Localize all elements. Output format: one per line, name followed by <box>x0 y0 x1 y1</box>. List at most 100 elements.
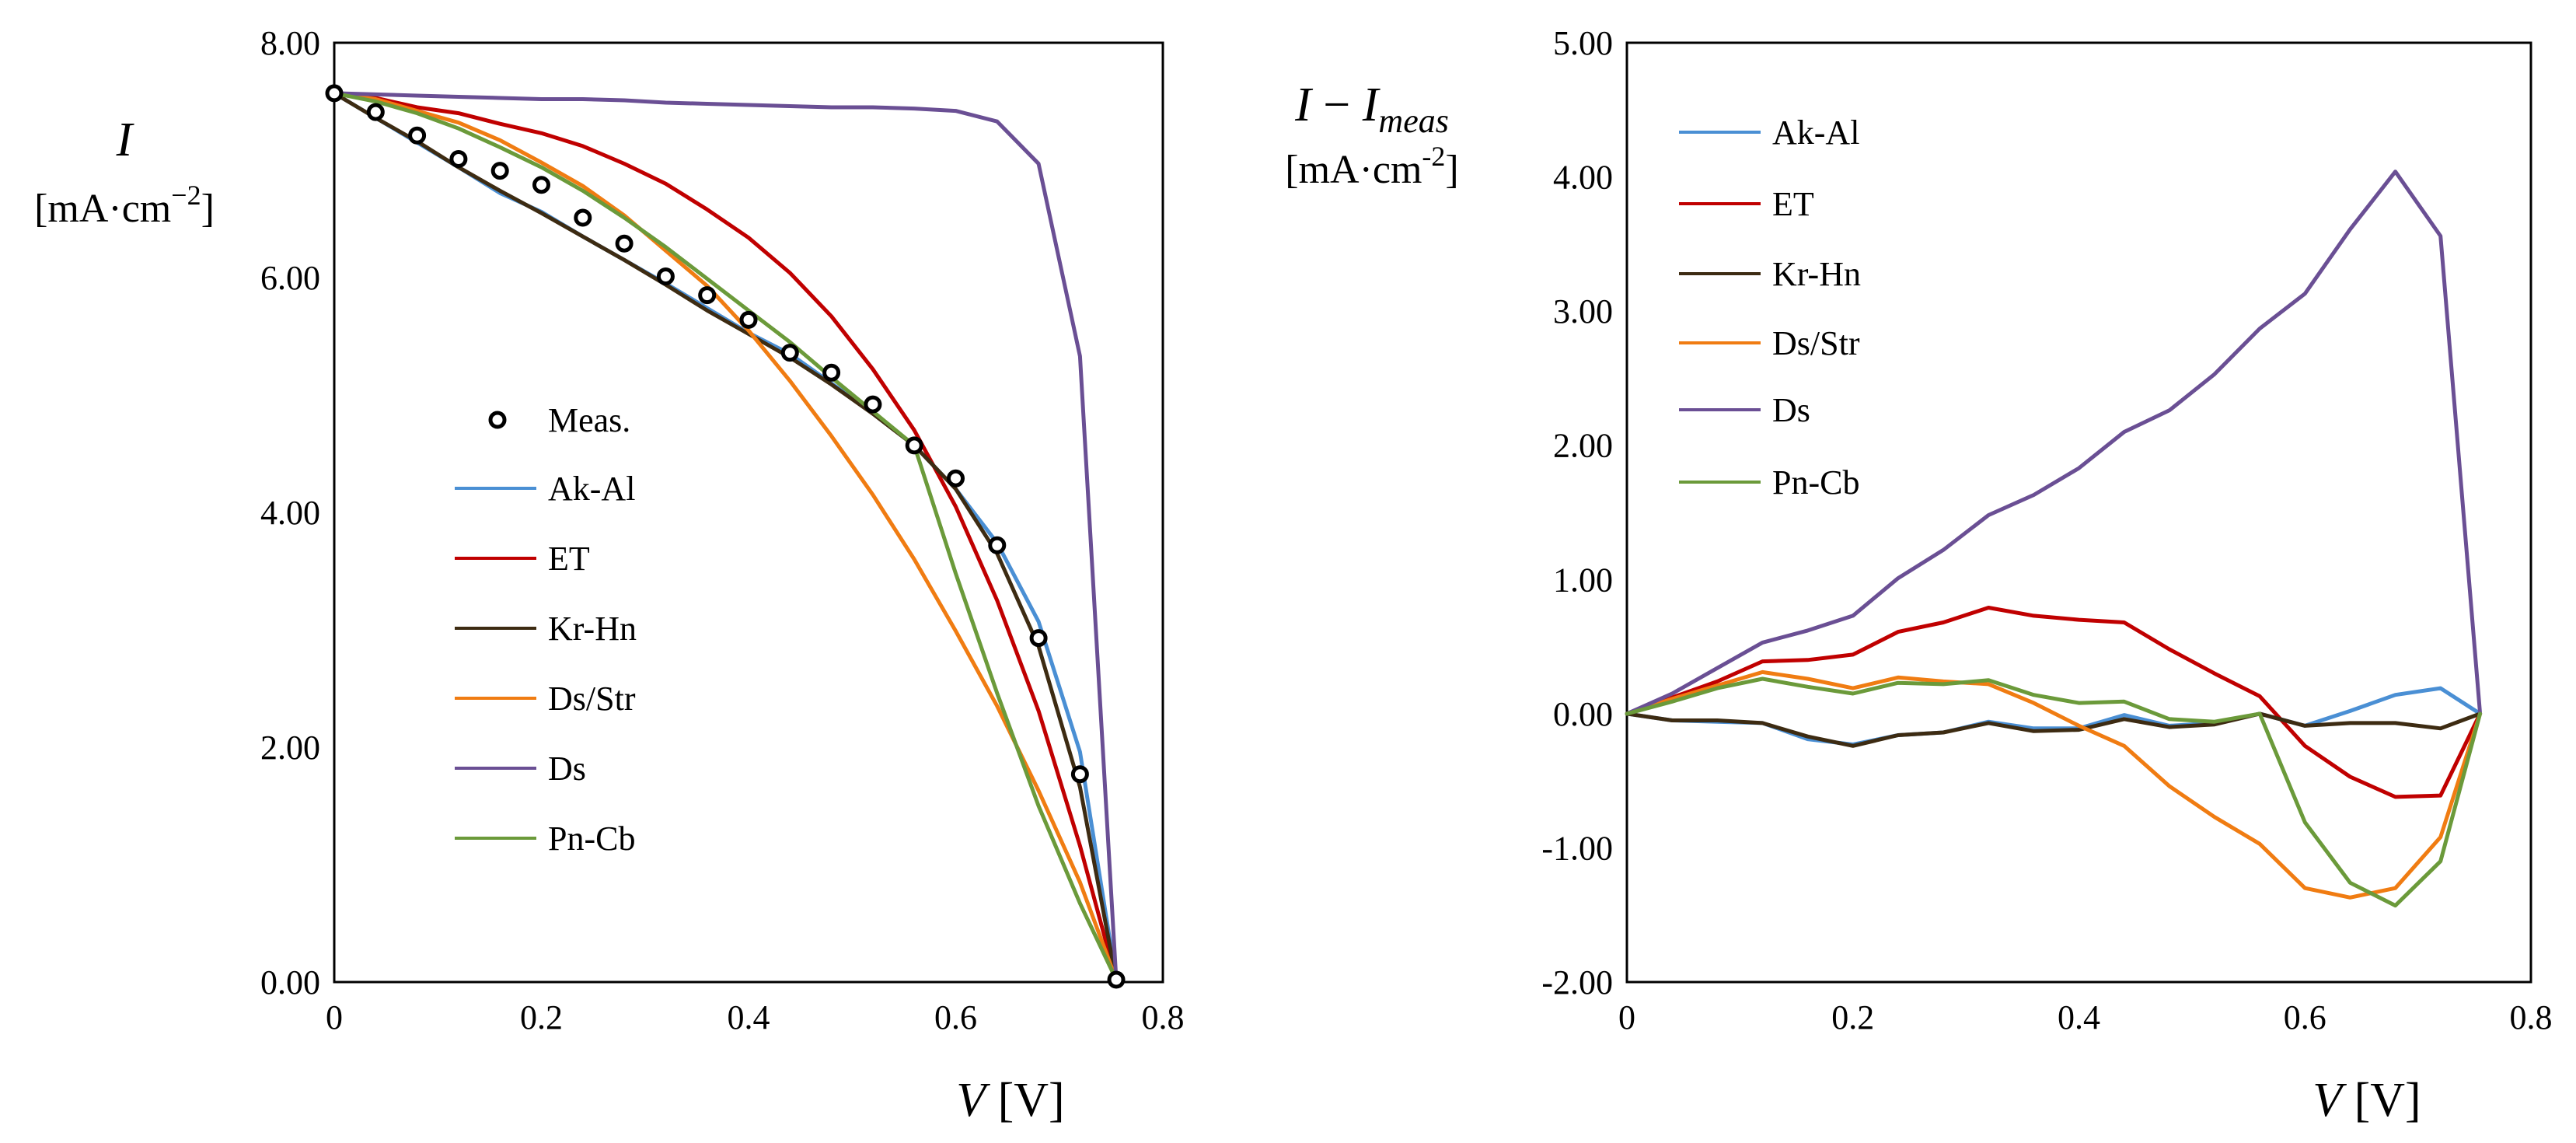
plot-area-border <box>333 41 1164 984</box>
measured-point <box>408 126 427 145</box>
series-line-ds <box>332 91 1119 982</box>
legend-entry-ds: Ds <box>1679 391 1810 429</box>
legend-label-pn-cb: Pn-Cb <box>1772 463 1859 502</box>
legend-entry-pn-cb: Pn-Cb <box>455 820 635 858</box>
y-var2: I <box>1362 79 1381 131</box>
measured-point <box>905 436 923 455</box>
legend-label-ds: Ds <box>1772 391 1810 429</box>
legend-label-ds-str: Ds/Str <box>548 680 636 718</box>
x-axis-var: V <box>956 1074 990 1127</box>
legend-entry-kr-hn: Kr-Hn <box>455 610 637 648</box>
x-tick-label: 0.6 <box>934 998 977 1036</box>
measured-point <box>532 176 550 194</box>
measured-point <box>366 103 385 121</box>
y-tick-label: -2.00 <box>1541 963 1613 1001</box>
y-axis-label-var: I <box>116 114 135 166</box>
measured-point <box>822 363 841 382</box>
legend-label-ds-str: Ds/Str <box>1772 324 1860 362</box>
series-line-et <box>1625 606 2483 799</box>
x-tick-label: 0.2 <box>1831 998 1874 1036</box>
y-tick-label: 1.00 <box>1553 561 1613 599</box>
legend-label-kr-hn: Kr-Hn <box>1772 255 1861 293</box>
x-axis-label: V [V] <box>956 1074 1064 1127</box>
y-unit-exponent: -2 <box>1422 141 1445 172</box>
legend-label-ds: Ds <box>548 750 586 788</box>
series-line-pn-cb <box>332 91 1119 982</box>
y-sep: − <box>1311 79 1363 131</box>
legend-entry-ds-str: Ds/Str <box>1679 324 1860 362</box>
x-axis-var: V <box>2312 1074 2347 1127</box>
y-axis-label-expr: I − Imeas <box>1294 79 1449 140</box>
chart-deviation: -2.00-1.000.001.002.003.004.005.00 0 0.2 0… <box>1285 24 2552 1127</box>
legend: Meas. Ak-Al ET Kr-Hn Ds/Str Ds <box>455 401 637 858</box>
y-var: I <box>1294 79 1314 131</box>
measured-points <box>325 84 1126 989</box>
x-tick-label: 0 <box>1618 998 1635 1036</box>
measured-point <box>1029 629 1048 648</box>
y-tick-label: 6.00 <box>260 259 320 297</box>
chart-iv-curves: 0.00 2.00 4.00 6.00 8.00 0 0.2 0.4 0.6 0.8 I [mA… <box>34 24 1184 1127</box>
legend-label-kr-hn: Kr-Hn <box>548 610 637 648</box>
measured-point <box>574 208 592 227</box>
legend-entry-et: ET <box>1679 185 1814 223</box>
x-tick-label: 0 <box>326 998 343 1036</box>
measured-point <box>988 536 1007 554</box>
measured-point <box>490 162 509 180</box>
series-line-et <box>332 91 1119 982</box>
legend-label-et: ET <box>1772 185 1814 223</box>
x-tick-label: 0.6 <box>2284 998 2326 1036</box>
x-tick-label: 0.2 <box>520 998 563 1036</box>
legend-entry-ak-al: Ak-Al <box>1679 114 1859 152</box>
measured-point <box>1107 970 1126 989</box>
measured-point <box>449 149 468 168</box>
x-axis-label: V [V] <box>2312 1074 2421 1127</box>
y-tick-label: 4.00 <box>260 494 320 532</box>
legend-entry-et: ET <box>455 540 590 578</box>
y-unit-close: ] <box>1445 148 1458 192</box>
legend-label-pn-cb: Pn-Cb <box>548 820 635 858</box>
measured-point <box>739 310 758 329</box>
series-lines <box>332 91 1119 982</box>
series-line-kr-hn <box>332 91 1119 982</box>
legend-label-ak-al: Ak-Al <box>1772 114 1859 152</box>
y-unit-text: [mA·cm <box>1285 148 1422 192</box>
x-tick-label: 0.8 <box>2510 998 2553 1036</box>
y-tick-label: 5.00 <box>1553 24 1613 62</box>
legend-entry-pn-cb: Pn-Cb <box>1679 463 1859 502</box>
y-tick-label: -1.00 <box>1541 829 1613 867</box>
y-unit-exponent: −2 <box>171 180 201 211</box>
y-unit-text: [mA·cm <box>34 187 171 231</box>
series-lines <box>1625 170 2483 908</box>
x-tick-label: 0.8 <box>1142 998 1185 1036</box>
legend-label-et: ET <box>548 540 590 578</box>
legend-entry-meas: Meas. <box>488 401 630 439</box>
x-axis-unit: [V] <box>2342 1074 2421 1127</box>
measured-point <box>698 286 717 305</box>
x-axis-unit: [V] <box>986 1074 1065 1127</box>
legend-label-ak-al: Ak-Al <box>548 470 635 508</box>
y-tick-label: 2.00 <box>260 729 320 767</box>
series-line-kr-hn <box>1625 711 2483 748</box>
y-tick-label: 0.00 <box>1553 695 1613 733</box>
y-tick-label: 0.00 <box>260 963 320 1001</box>
x-tick-label: 0.4 <box>728 998 770 1036</box>
legend-marker-meas <box>488 411 507 429</box>
legend-entry-ds: Ds <box>455 750 586 788</box>
measured-point <box>864 395 882 414</box>
measured-point <box>615 234 634 253</box>
measured-point <box>780 344 799 362</box>
legend-entry-ds-str: Ds/Str <box>455 680 636 718</box>
y-axis-label-unit: [mA·cm-2] <box>1285 141 1459 192</box>
legend-entry-kr-hn: Kr-Hn <box>1679 255 1861 293</box>
y-tick-labels: -2.00 -1.00 0.00 1.00 2.00 3.00 4.00 5.00 <box>1541 24 1613 1001</box>
y-axis-label-unit: [mA·cm−2] <box>34 180 215 231</box>
y-tick-label: 3.00 <box>1553 292 1613 330</box>
measured-point <box>325 84 344 103</box>
x-tick-label: 0.4 <box>2058 998 2100 1036</box>
measured-point <box>656 267 675 285</box>
series-line-ds-str <box>332 91 1119 982</box>
series-line-ak-al <box>332 91 1119 982</box>
y-tick-labels: 0.00 2.00 4.00 6.00 8.00 <box>260 24 320 1001</box>
legend: Ak-Al ET Kr-Hn Ds/Str Ds Pn-Cb <box>1679 114 1861 502</box>
